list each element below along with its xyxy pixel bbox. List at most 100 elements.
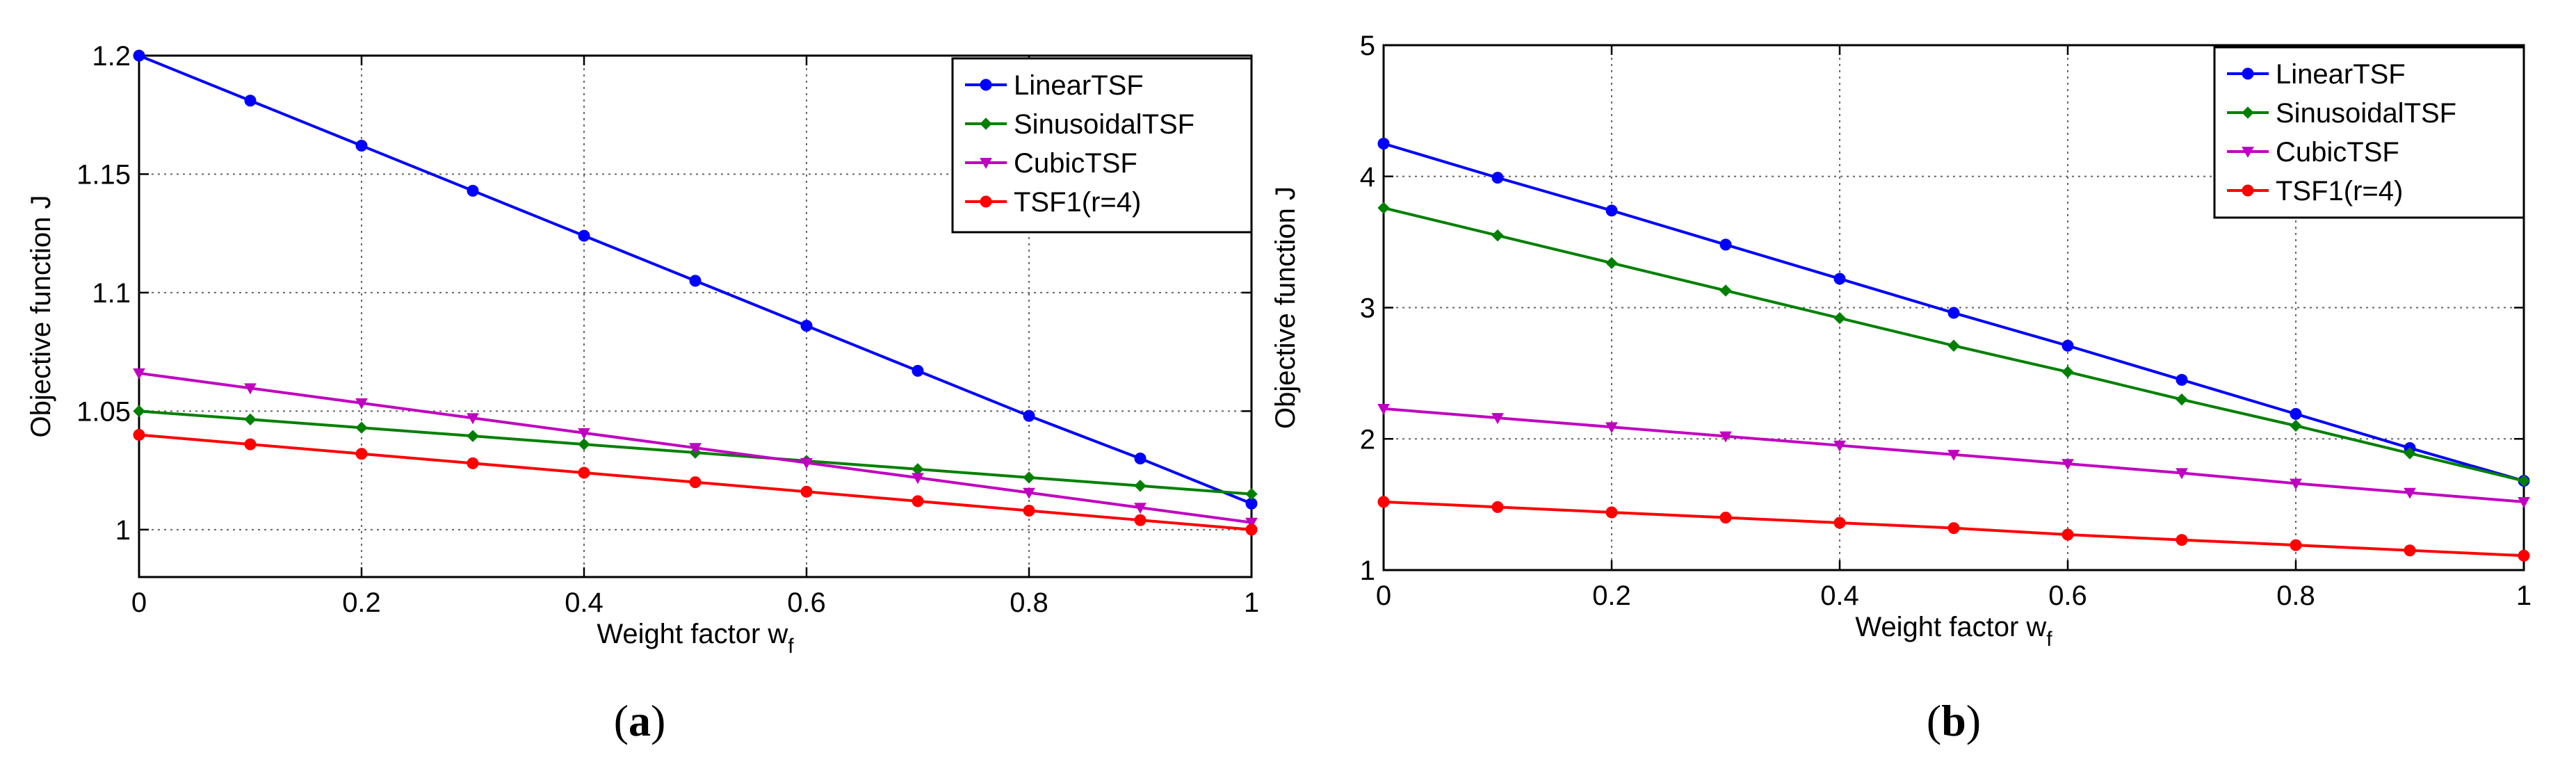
chart-0-series-tsf1-r-4-point-4	[578, 466, 590, 479]
chart-1-panel-label: (b)	[1927, 696, 1981, 745]
chart-0-panel-label: (a)	[614, 696, 666, 745]
chart-0-series-tsf1-r-4-point-9	[1134, 514, 1147, 526]
chart-0-y-tick-label-3: 1.15	[76, 159, 131, 190]
chart-1-x-tick-label-0: 0	[1376, 581, 1391, 611]
chart-1-panel-label-close: )	[1966, 696, 1981, 745]
chart-1-legend-marker-cubictsf	[2242, 147, 2254, 159]
chart-1-series-cubictsf-point-8	[2290, 478, 2302, 490]
chart-0-x-tick-label-0: 0	[131, 587, 147, 618]
chart-0-series-sinusoidaltsf-point-2	[355, 421, 368, 434]
chart-1-series-sinusoidaltsf-point-1	[1491, 229, 1504, 242]
chart-0-panel-label-letter: a	[629, 696, 651, 745]
chart-0-legend-marker-cubictsf	[980, 158, 992, 170]
chart-1-y-axis-title: Objective function J	[1270, 186, 1301, 429]
chart-0-series-lineartsf-point-6	[800, 320, 813, 332]
chart-0-x-tick-label-3: 0.6	[787, 587, 826, 618]
chart-1-series-cubictsf-point-9	[2404, 487, 2416, 499]
chart-1-series-tsf1-r-4-point-4	[1833, 517, 1846, 529]
chart-1-y-tick-label-0: 1	[1360, 555, 1375, 586]
chart-0-series-sinusoidaltsf-point-3	[467, 430, 479, 442]
chart-1-series-cubictsf-point-0	[1377, 403, 1390, 415]
chart-1-series-lineartsf-point-4	[1833, 273, 1846, 285]
chart-1-series-lineartsf-point-1	[1491, 172, 1504, 184]
chart-1-series-cubictsf-point-10	[2518, 496, 2530, 508]
chart-1-series-sinusoidaltsf-point-10	[2518, 474, 2530, 487]
chart-0-series-lineartsf-point-8	[1023, 409, 1035, 422]
chart-0-series-tsf1-r-4-point-1	[244, 438, 257, 451]
chart-1-series-lineartsf-point-7	[2176, 373, 2188, 386]
chart-0-legend-marker-tsf1-r-4	[980, 195, 992, 208]
chart-1-series-cubictsf-point-4	[1833, 440, 1846, 452]
chart-1-legend-marker-lineartsf	[2242, 67, 2254, 80]
chart-1-x-axis-title: Weight factor wf	[1855, 612, 2052, 651]
chart-0-series-sinusoidaltsf-point-9	[1134, 480, 1147, 492]
chart-1-series-tsf1-r-4-point-6	[2061, 528, 2074, 541]
chart-0-legend-label-cubictsf: CubicTSF	[1014, 148, 1137, 179]
chart-0-series-lineartsf-point-2	[355, 140, 368, 152]
chart-0-legend-label-sinusoidaltsf: SinusoidalTSF	[1014, 109, 1194, 140]
chart-1-series-sinusoidaltsf-point-4	[1833, 311, 1846, 325]
chart-1-legend-marker-sinusoidaltsf	[2242, 106, 2254, 119]
chart-0-series-cubictsf-point-7	[912, 473, 924, 485]
chart-1-y-tick-label-1: 2	[1360, 424, 1375, 455]
chart-1-legend-label-lineartsf: LinearTSF	[2276, 59, 2406, 90]
chart-1-series-cubictsf-point-7	[2176, 468, 2188, 480]
chart-1-series-cubictsf-point-1	[1491, 413, 1504, 425]
chart-b: 0 0.2 0.4 0.6 0.8 1 1 2 3 4 5 Weight factor wf Objec…	[1270, 31, 2532, 745]
chart-0-series-lineartsf-point-9	[1134, 453, 1147, 465]
chart-1-series-sinusoidaltsf-point-7	[2176, 393, 2188, 406]
chart-1-series-sinusoidaltsf-point-8	[2290, 419, 2302, 432]
chart-0-series-lineartsf-point-7	[912, 364, 924, 377]
chart-1-legend-label-tsf1-r-4: TSF1(r=4)	[2276, 176, 2403, 206]
chart-1-x-tick-label-5: 1	[2516, 581, 2532, 611]
chart-1-series-tsf1-r-4-point-2	[1605, 506, 1618, 519]
chart-0-x-tick-label-4: 0.8	[1010, 587, 1048, 618]
chart-0-series-lineartsf-point-4	[578, 229, 590, 242]
chart-0-series-tsf1-r-4-point-0	[133, 428, 145, 441]
chart-0-x-axis-title: Weight factor wf	[597, 619, 794, 658]
chart-0-series-cubictsf-point-10	[1245, 517, 1258, 529]
chart-1-series-tsf1-r-4-point-0	[1377, 496, 1390, 508]
chart-0-series-cubictsf-point-5	[689, 443, 702, 455]
chart-0-legend-marker-lineartsf	[980, 79, 992, 91]
chart-1-series-lineartsf-point-5	[1947, 307, 1960, 319]
chart-0-series-tsf1-r-4-point-2	[355, 448, 368, 460]
chart-0-series-lineartsf-point-3	[467, 184, 479, 197]
chart-1-series-tsf1-r-4-point-10	[2518, 549, 2530, 562]
chart-0-y-tick-label-1: 1.05	[76, 396, 131, 427]
chart-1-series-lineartsf-point-0	[1377, 138, 1390, 150]
chart-0-series-tsf1-r-4-point-5	[689, 476, 702, 489]
chart-0-series-sinusoidaltsf-point-1	[244, 413, 257, 426]
chart-1-series-sinusoidaltsf-point-9	[2404, 447, 2416, 460]
chart-1-series-tsf1-r-4-point-3	[1719, 512, 1732, 524]
chart-0-series-cubictsf-point-3	[467, 413, 479, 425]
chart-0-series-cubictsf-point-1	[244, 383, 257, 395]
chart-0-y-axis-title: Objective function J	[26, 195, 56, 437]
chart-0-series-tsf1-r-4-point-3	[467, 457, 479, 469]
chart-1-legend-marker-tsf1-r-4	[2242, 184, 2254, 197]
chart-0-series-sinusoidaltsf-point-10	[1245, 487, 1258, 501]
chart-0-x-tick-label-1: 0.2	[342, 587, 381, 618]
chart-0-panel-label-close: )	[651, 696, 665, 745]
chart-1-x-tick-label-3: 0.6	[2048, 581, 2087, 611]
chart-0-legend-label-lineartsf: LinearTSF	[1014, 70, 1144, 101]
chart-1-series-cubictsf-point-5	[1947, 450, 1960, 461]
chart-1-series-lineartsf-point-2	[1605, 204, 1618, 217]
chart-0-x-axis-title-subscript: f	[788, 635, 794, 658]
chart-1-series-sinusoidaltsf-point-5	[1947, 339, 1960, 352]
chart-1-series-tsf1-r-4-point-8	[2290, 539, 2302, 551]
chart-0-series-cubictsf-point-9	[1134, 503, 1147, 514]
chart-1-series-lineartsf-point-3	[1719, 238, 1732, 251]
chart-1-x-tick-label-4: 0.8	[2276, 581, 2315, 611]
chart-0-series-cubictsf-point-6	[800, 457, 813, 469]
chart-1-y-tick-label-3: 4	[1360, 162, 1375, 193]
chart-0-series-tsf1-r-4-point-6	[800, 485, 813, 498]
chart-0-series-cubictsf-point-8	[1023, 487, 1035, 499]
chart-0-series-lineartsf-point-5	[689, 275, 702, 287]
chart-0-panel-label-open: (	[614, 696, 629, 745]
chart-1-x-tick-label-1: 0.2	[1592, 581, 1631, 611]
chart-1-panel-label-letter: b	[1941, 696, 1966, 745]
chart-1-y-tick-label-2: 3	[1360, 293, 1375, 324]
chart-0-y-tick-label-0: 1	[115, 515, 131, 546]
chart-a: 0 0.2 0.4 0.6 0.8 1 1 1.05 1.1 1.15 1.2 Weight fact…	[26, 41, 1259, 745]
